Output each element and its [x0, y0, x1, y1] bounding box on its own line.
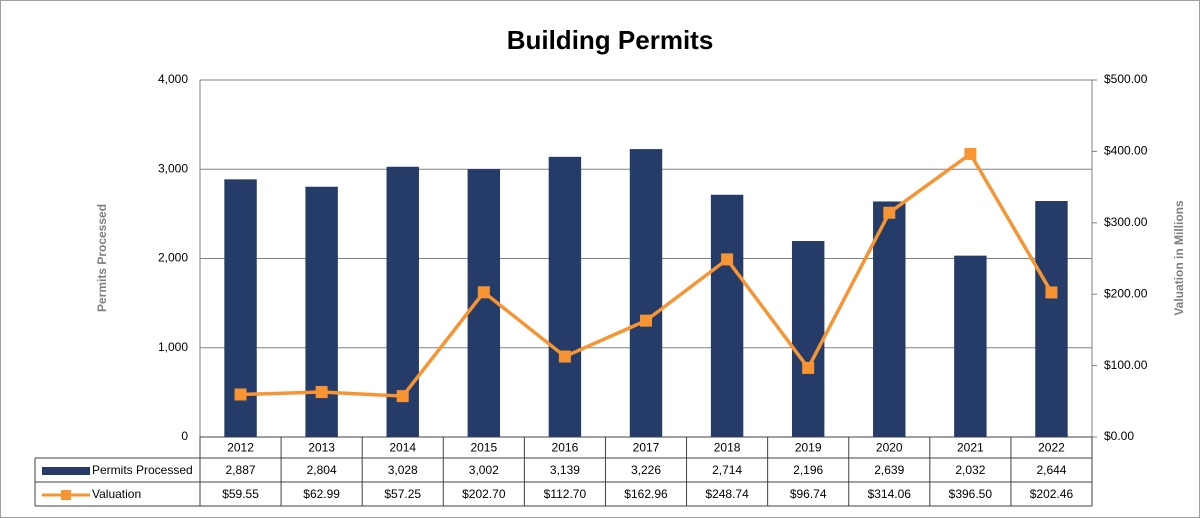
table-value: 3,139	[550, 463, 580, 477]
line-marker	[883, 206, 896, 219]
line-marker	[234, 388, 247, 401]
table-value: 2,887	[226, 463, 256, 477]
bar	[954, 255, 987, 437]
line-marker	[721, 253, 734, 266]
table-value: $96.74	[790, 487, 827, 501]
line-marker	[315, 386, 328, 399]
table-value: 3,002	[469, 463, 499, 477]
x-tick-label: 2013	[308, 441, 335, 455]
bar	[873, 201, 906, 437]
line-marker	[802, 361, 815, 374]
chart-title: Building Permits	[507, 25, 714, 55]
table-value: $248.74	[705, 487, 749, 501]
y2-tick-label: $100.00	[1104, 358, 1148, 372]
table-value: 3,028	[388, 463, 418, 477]
y2-tick-label: $500.00	[1104, 72, 1148, 86]
x-tick-label: 2014	[389, 441, 416, 455]
bar	[1035, 201, 1068, 437]
table-value: $396.50	[949, 487, 993, 501]
x-tick-label: 2021	[957, 441, 984, 455]
legend-label: Permits Processed	[92, 463, 193, 477]
x-tick-label: 2017	[633, 441, 660, 455]
y-tick-label: 4,000	[158, 72, 188, 86]
table-value: 2,032	[955, 463, 985, 477]
table-value: 3,226	[631, 463, 661, 477]
line-marker	[640, 314, 652, 327]
x-tick-label: 2016	[552, 441, 579, 455]
table-value: 2,804	[307, 463, 337, 477]
legend-swatch	[42, 467, 90, 475]
table-value: $57.25	[384, 487, 421, 501]
y-tick-label: 0	[181, 429, 188, 443]
line-marker	[558, 350, 571, 363]
table-value: $112.70	[544, 487, 587, 501]
x-tick-label: 2022	[1038, 441, 1065, 455]
x-tick-label: 2015	[470, 441, 497, 455]
bar	[791, 241, 825, 437]
table-value: $62.99	[303, 487, 340, 501]
line-marker	[396, 390, 409, 403]
y2-tick-label: $0.00	[1104, 429, 1134, 443]
y-tick-label: 1,000	[158, 340, 188, 354]
table-value: 2,714	[712, 463, 742, 477]
legend-label: Valuation	[92, 487, 141, 501]
line-marker	[477, 286, 490, 299]
table-value: $162.96	[624, 487, 668, 501]
x-tick-label: 2018	[714, 441, 741, 455]
table-value: $314.06	[868, 487, 912, 501]
table-value: $202.70	[462, 487, 506, 501]
y2-tick-label: $400.00	[1104, 144, 1148, 158]
y2-axis-title: Valuation in Millions	[1172, 200, 1186, 316]
bar	[629, 149, 663, 437]
bar	[305, 186, 338, 437]
line-marker	[964, 147, 977, 160]
table-value: $202.46	[1030, 487, 1074, 501]
bar	[548, 156, 582, 438]
y-tick-label: 2,000	[158, 251, 188, 265]
table-value: $59.55	[222, 487, 259, 501]
x-tick-label: 2012	[227, 441, 254, 455]
table-value: 2,639	[874, 463, 904, 477]
line-marker	[1045, 286, 1058, 299]
table-value: 2,644	[1036, 463, 1066, 477]
x-tick-label: 2020	[876, 441, 903, 455]
bar	[710, 194, 744, 437]
x-tick-label: 2019	[795, 441, 822, 455]
y2-tick-label: $300.00	[1104, 215, 1148, 229]
y-tick-label: 3,000	[158, 161, 188, 175]
table-value: 2,196	[793, 463, 823, 477]
legend-swatch	[61, 490, 71, 500]
y-axis-title: Permits Processed	[95, 204, 109, 312]
y2-tick-label: $200.00	[1104, 286, 1148, 300]
